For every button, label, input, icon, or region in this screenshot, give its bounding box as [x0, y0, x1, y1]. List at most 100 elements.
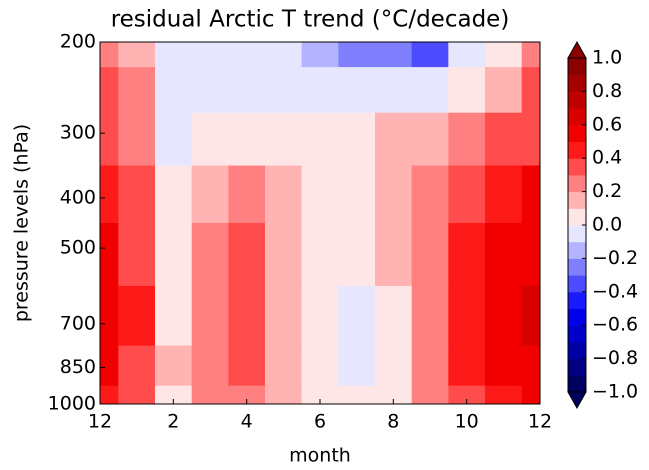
colorbar-band: [568, 74, 586, 92]
contour-cell: [155, 112, 193, 167]
contour-cell: [118, 223, 156, 287]
contour-cell: [265, 42, 303, 68]
contour-cell: [100, 112, 119, 167]
contour-cell: [265, 285, 303, 347]
contour-cell: [265, 165, 303, 224]
contour-cell: [228, 67, 266, 114]
colorbar-band: [568, 258, 586, 276]
contour-cell: [155, 285, 193, 347]
contour-cell: [301, 165, 339, 224]
contour-cell: [118, 112, 156, 167]
contour-cell: [228, 223, 266, 287]
contour-cell: [521, 223, 541, 287]
contour-cell: [338, 165, 376, 224]
colorbar-tick-label: −0.6: [592, 314, 638, 336]
contour-cell: [338, 112, 376, 167]
colorbar-band: [568, 108, 586, 126]
contour-cell: [301, 42, 339, 68]
contour-cell: [228, 112, 266, 167]
contour-cell: [411, 223, 449, 287]
contour-cell: [301, 385, 339, 405]
contour-cell: [118, 285, 156, 347]
contour-cell: [521, 67, 541, 114]
x-tick-label: 12: [528, 411, 552, 433]
contour-cell: [375, 345, 413, 387]
contour-cell: [301, 285, 339, 347]
contour-cell: [375, 285, 413, 347]
contour-cell: [191, 165, 229, 224]
x-tick-label: 6: [314, 411, 326, 433]
contour-cell: [228, 42, 266, 68]
colorbar-band: [568, 158, 586, 176]
contour-cell: [448, 385, 486, 405]
contour-cell: [411, 345, 449, 387]
contour-cell: [155, 223, 193, 287]
colorbar-band: [568, 58, 586, 76]
contour-cell: [338, 345, 376, 387]
colorbar-tick-label: 0.2: [592, 180, 622, 202]
contour-cell: [100, 67, 119, 114]
contour-cell: [118, 67, 156, 114]
contour-cell: [191, 285, 229, 347]
colorbar-band: [568, 325, 586, 343]
contour-cell: [411, 112, 449, 167]
colorbar-tick-label: −0.4: [592, 280, 638, 302]
colorbar-band: [568, 358, 586, 376]
contour-cell: [375, 112, 413, 167]
contour-cell: [100, 345, 119, 387]
colorbar-tick-label: 1.0: [592, 47, 622, 69]
contour-cell: [301, 345, 339, 387]
contour-cell: [191, 112, 229, 167]
contour-cell: [448, 67, 486, 114]
colorbar-extend-bottom: [567, 391, 587, 410]
contour-cell: [375, 42, 413, 68]
contour-cell: [375, 165, 413, 224]
contour-cell: [521, 345, 541, 387]
contour-cell: [301, 67, 339, 114]
contour-cell: [265, 345, 303, 387]
chart-title: residual Arctic T trend (°C/decade): [111, 7, 510, 33]
contour-cell: [155, 385, 193, 405]
contour-cell: [375, 223, 413, 287]
axes: 12 2 4 6 8 10 12 200 300 400 500 700 850 1000 1.0 0.8 0.…: [48, 31, 639, 433]
contour-cell: [155, 42, 193, 68]
colorbar-band: [568, 341, 586, 360]
contour-cell: [448, 345, 486, 387]
contour-cell: [155, 67, 193, 114]
contour-cell: [100, 42, 119, 68]
colorbar-band: [568, 275, 586, 293]
contour-cell: [338, 285, 376, 347]
y-tick-label: 500: [60, 237, 96, 259]
colorbar-tick-label: 0.0: [592, 214, 622, 236]
contour-cell: [411, 385, 449, 405]
contour-field: [100, 42, 541, 405]
contour-cell: [485, 285, 523, 347]
colorbar-band: [568, 291, 586, 309]
y-tick-label: 850: [60, 356, 96, 378]
colorbar-band: [568, 174, 586, 193]
contour-cell: [448, 165, 486, 224]
x-axis-label: month: [289, 445, 351, 467]
contour-cell: [411, 42, 449, 68]
contour-cell: [191, 42, 229, 68]
contour-cell: [521, 112, 541, 167]
contour-cell: [265, 223, 303, 287]
contour-cell: [338, 223, 376, 287]
colorbar-tick-label: 0.4: [592, 147, 622, 169]
y-axis-label: pressure levels (hPa): [11, 124, 33, 322]
colorbar-extend-top: [567, 40, 587, 59]
contour-cell: [265, 112, 303, 167]
contour-cell: [521, 42, 541, 68]
contour-cell: [338, 385, 376, 405]
contour-cell: [338, 67, 376, 114]
y-tick-label: 300: [60, 122, 96, 144]
contour-cell: [301, 112, 339, 167]
contour-cell: [411, 165, 449, 224]
x-tick-label: 4: [241, 411, 253, 433]
contour-cell: [411, 285, 449, 347]
contour-cell: [265, 67, 303, 114]
contour-cell: [485, 345, 523, 387]
contour-cell: [448, 112, 486, 167]
contour-cell: [521, 385, 541, 405]
contour-cell: [191, 345, 229, 387]
